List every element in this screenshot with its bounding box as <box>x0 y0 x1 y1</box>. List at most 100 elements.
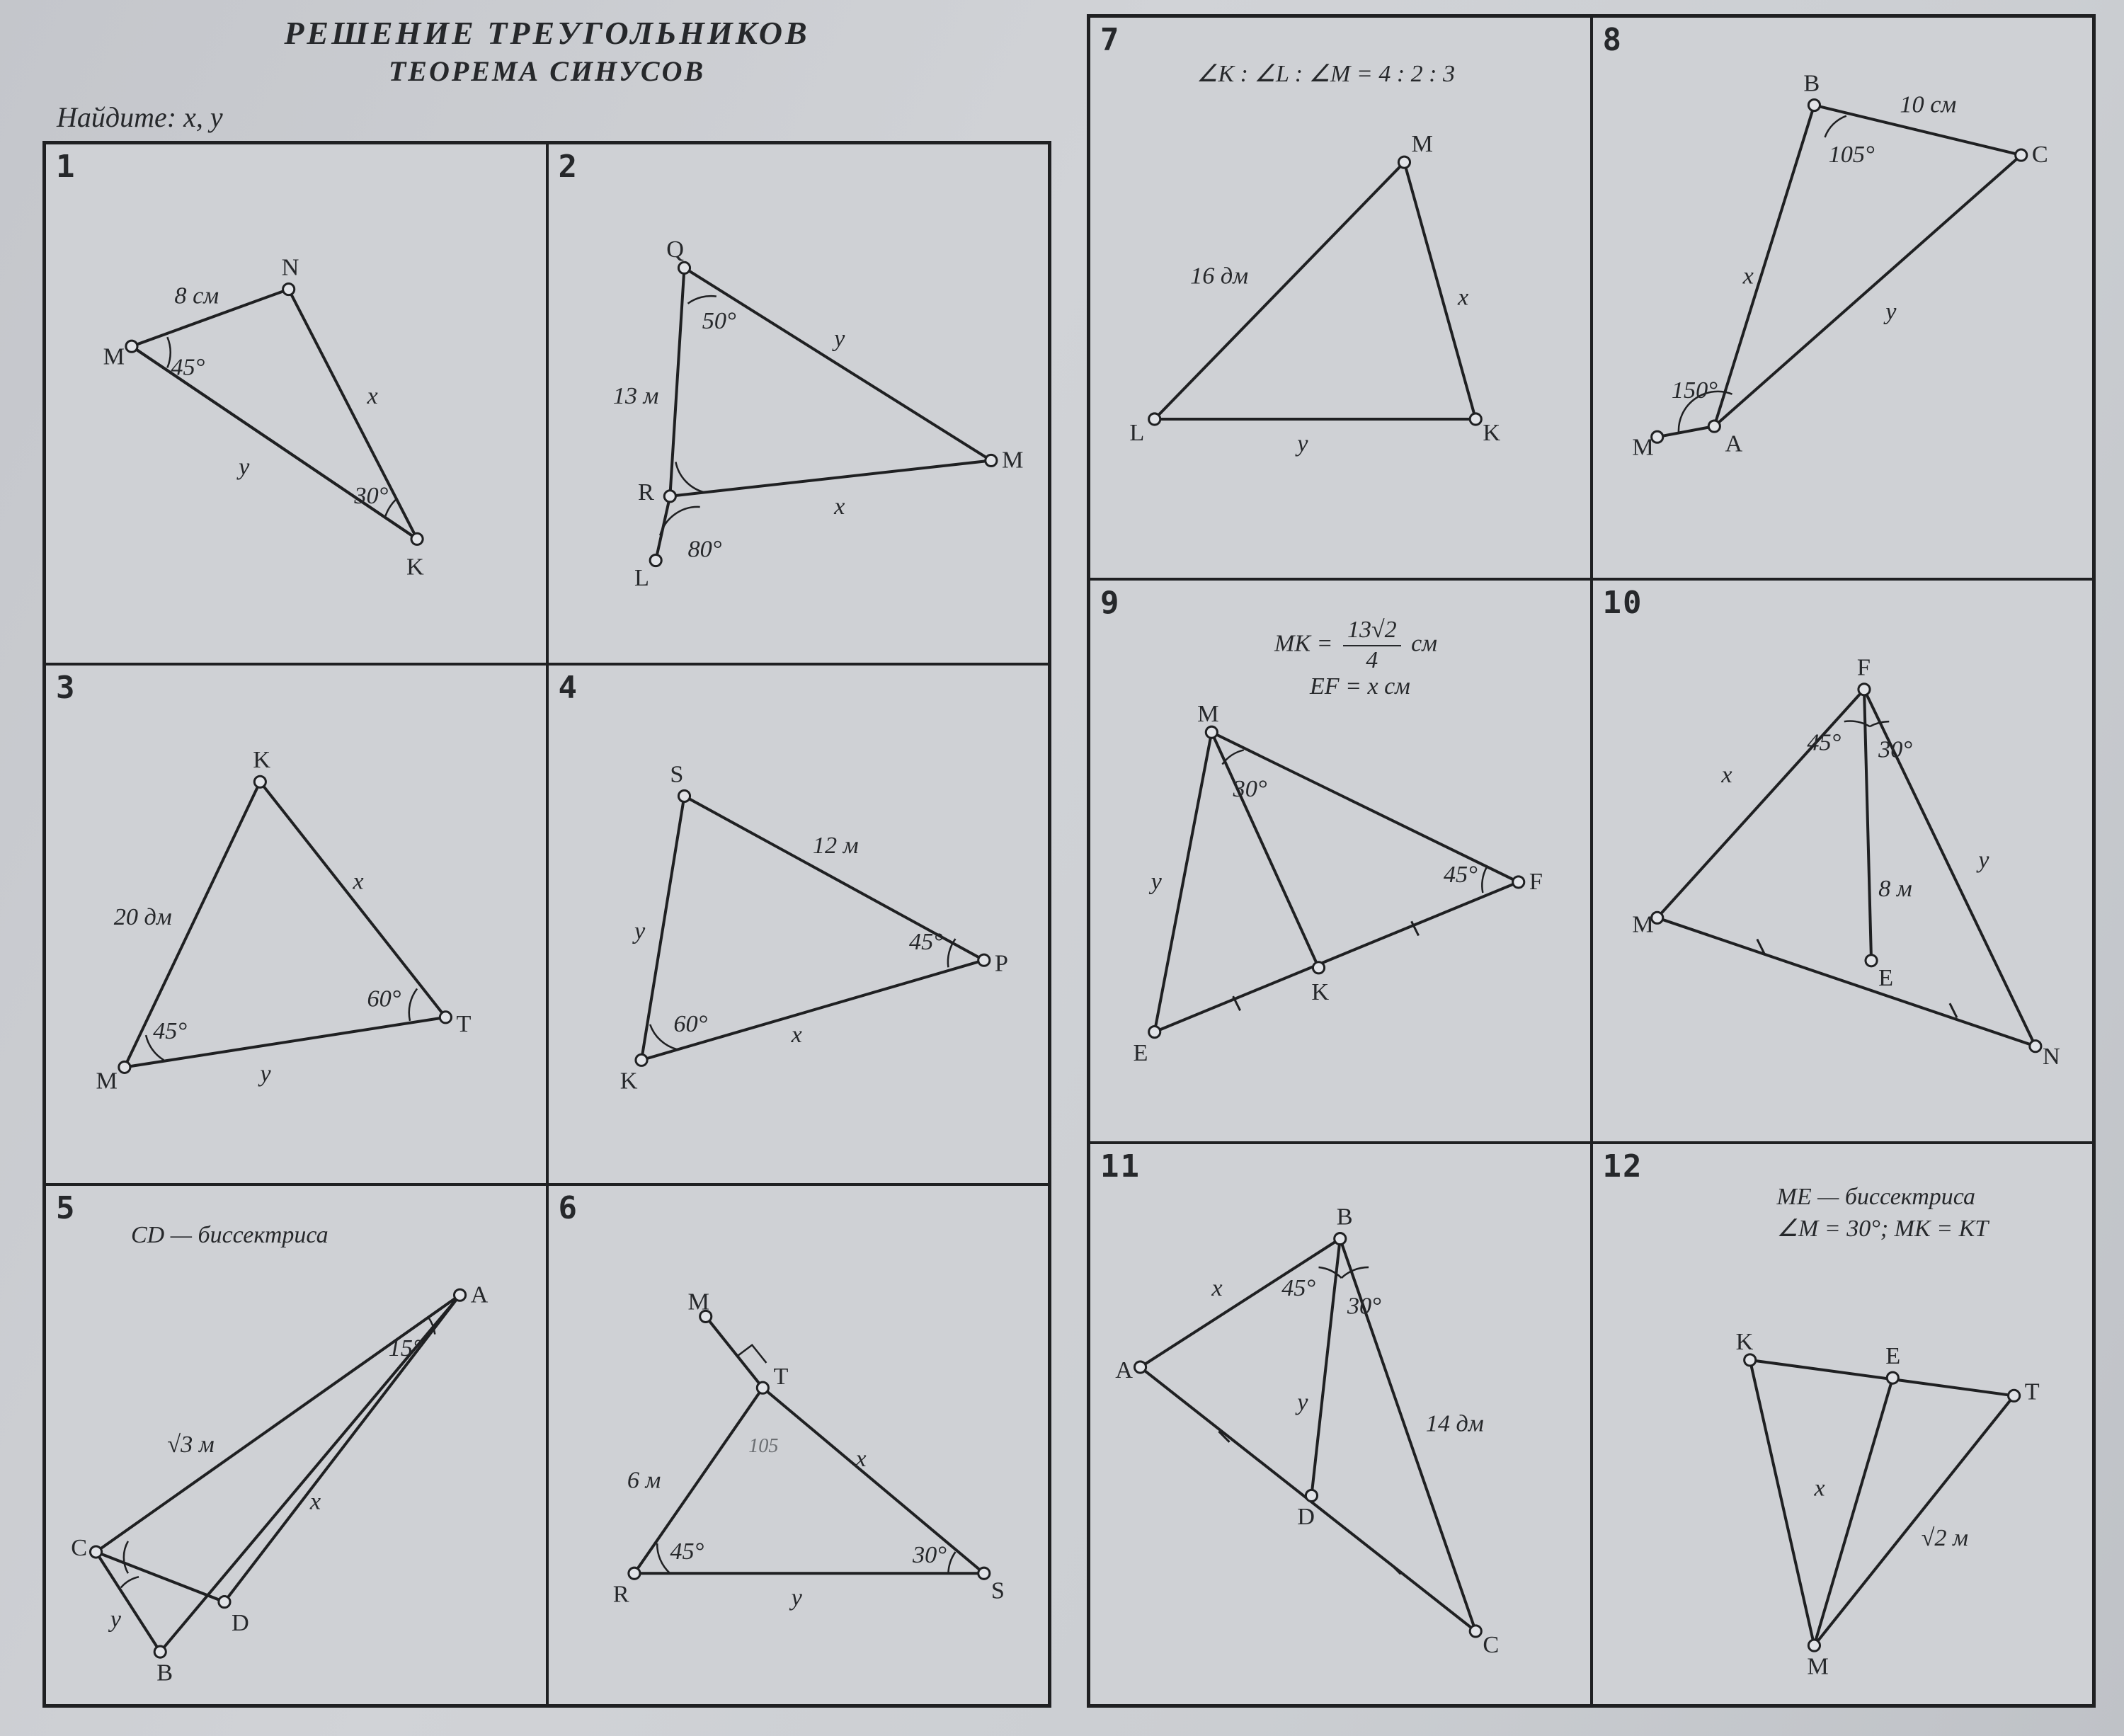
angle-K: 60° <box>673 1010 707 1037</box>
angle-P: 45° <box>908 928 942 955</box>
figure-3: K M T 20 дм 45° 60° x y <box>46 666 546 1184</box>
vertex-A: A <box>1725 430 1742 457</box>
vertex-T: T <box>457 1010 472 1037</box>
right-grid: 7 ∠K : ∠L : ∠M = 4 : 2 : 3 M L K 16 дм x… <box>1087 14 2096 1708</box>
label-x: x <box>790 1021 801 1048</box>
vertex-M: M <box>1632 911 1653 938</box>
page-subtitle: ТЕОРЕМА СИНУСОВ <box>42 55 1051 88</box>
vertex-M: M <box>103 343 125 370</box>
angle-M: 30° <box>1233 775 1267 802</box>
label-x: x <box>1813 1474 1825 1501</box>
vertex-M: M <box>1001 447 1022 474</box>
angle-K: 30° <box>353 482 388 509</box>
side-CA: √3 м <box>167 1431 214 1458</box>
angle-F: 45° <box>1444 861 1478 888</box>
problem-2: 2 Q R M L 50° 13 м 80° y x <box>547 143 1050 664</box>
problem-5: 5 CD — биссектриса A C B D √3 м 15° <box>45 1184 547 1706</box>
figure-11: B A C D 45° 30° 14 дм x y <box>1090 1144 1590 1704</box>
header-block: РЕШЕНИЕ ТРЕУГОЛЬНИКОВ ТЕОРЕМА СИНУСОВ <box>42 14 1051 95</box>
label-x: x <box>1720 761 1732 788</box>
problem-9: 9 MK = 13√2 4 см EF = x см <box>1089 579 1592 1142</box>
figure-7: M L K 16 дм x y <box>1090 18 1590 578</box>
vertex-K: K <box>620 1067 637 1094</box>
vertex-E: E <box>1878 964 1893 991</box>
vertex-S: S <box>670 760 683 787</box>
side-MT: √2 м <box>1921 1524 1968 1551</box>
vertex-T: T <box>2024 1378 2039 1405</box>
label-x: x <box>855 1445 866 1472</box>
figure-2: Q R M L 50° 13 м 80° y x <box>549 144 1049 663</box>
vertex-E: E <box>1133 1039 1148 1066</box>
label-y: y <box>1976 847 1989 874</box>
vertex-N: N <box>2042 1043 2060 1070</box>
vertex-B: B <box>1337 1203 1353 1230</box>
figure-5: A C B D √3 м 15° x y <box>46 1186 546 1704</box>
angle-L: 80° <box>687 536 721 563</box>
figure-12: K E T M x √2 м <box>1593 1144 2093 1704</box>
vertex-E: E <box>1885 1342 1900 1369</box>
vertex-K: K <box>1735 1327 1753 1354</box>
figure-9: M E F K 30° 45° y <box>1090 581 1590 1141</box>
angle-M: 45° <box>153 1017 187 1044</box>
page-title: РЕШЕНИЕ ТРЕУГОЛЬНИКОВ <box>42 14 1051 52</box>
label-x: x <box>367 382 378 409</box>
vertex-T: T <box>773 1363 788 1390</box>
side-QR: 13 м <box>612 382 658 409</box>
vertex-K: K <box>1311 979 1329 1006</box>
vertex-L: L <box>634 564 649 591</box>
side-MN: 8 см <box>174 282 219 309</box>
vertex-M: M <box>687 1289 709 1315</box>
angle-F2: 30° <box>1878 736 1912 763</box>
vertex-M: M <box>1807 1652 1828 1679</box>
worksheet-page: РЕШЕНИЕ ТРЕУГОЛЬНИКОВ ТЕОРЕМА СИНУСОВ На… <box>0 0 2124 1736</box>
left-grid: 1 M N K 8 см 45° 30° x y <box>42 141 1051 1708</box>
label-y: y <box>832 325 845 352</box>
vertex-L: L <box>1129 419 1144 446</box>
vertex-B: B <box>156 1660 173 1686</box>
vertex-D: D <box>232 1609 249 1636</box>
vertex-N: N <box>282 253 299 280</box>
vertex-A: A <box>471 1281 489 1308</box>
vertex-F: F <box>1856 654 1870 681</box>
vertex-M: M <box>1197 700 1218 727</box>
problem-10: 10 F M N E 45° 30° 8 м x <box>1592 579 2094 1142</box>
label-y: y <box>1295 1388 1308 1415</box>
problem-7: 7 ∠K : ∠L : ∠M = 4 : 2 : 3 M L K 16 дм x… <box>1089 16 1592 579</box>
problem-11: 11 B A C D 45° 30° 14 дм x <box>1089 1143 1592 1706</box>
figure-10: F M N E 45° 30° 8 м x y <box>1593 581 2093 1141</box>
vertex-M: M <box>1632 433 1653 460</box>
problem-1: 1 M N K 8 см 45° 30° x y <box>45 143 547 664</box>
vertex-C: C <box>1483 1631 1499 1658</box>
figure-4: S K P 12 м 60° 45° y x <box>549 666 1049 1184</box>
vertex-M: M <box>1412 130 1433 157</box>
figure-1: M N K 8 см 45° 30° x y <box>46 144 546 663</box>
figure-8: B C A M 10 см 105° 150° x y <box>1593 18 2093 578</box>
side-LM: 16 дм <box>1190 263 1248 290</box>
label-x: x <box>1742 263 1753 290</box>
vertex-R: R <box>637 479 653 506</box>
vertex-C: C <box>71 1534 87 1561</box>
label-y: y <box>258 1060 271 1087</box>
angle-A: 150° <box>1671 377 1717 404</box>
label-x: x <box>1211 1274 1222 1301</box>
label-y: y <box>1295 430 1308 457</box>
vertex-P: P <box>994 949 1007 976</box>
label-y: y <box>236 454 250 481</box>
side-MR: 6 м <box>627 1467 661 1494</box>
label-y: y <box>789 1584 802 1611</box>
right-column: 7 ∠K : ∠L : ∠M = 4 : 2 : 3 M L K 16 дм x… <box>1087 14 2096 1708</box>
angle-T: 60° <box>367 985 401 1012</box>
label-x: x <box>1457 284 1468 311</box>
angle-F1: 45° <box>1807 729 1841 756</box>
angle-A: 15° <box>389 1335 423 1361</box>
vertex-Q: Q <box>666 236 684 263</box>
angle-T-note: 105 <box>748 1435 778 1457</box>
vertex-K: K <box>253 746 270 773</box>
vertex-C: C <box>2031 141 2048 168</box>
vertex-K: K <box>406 554 424 581</box>
figure-6: M T R S 6 м 45° 30° 105 x y <box>549 1186 1049 1704</box>
label-y: y <box>632 918 645 944</box>
side-FE: 8 м <box>1878 875 1912 902</box>
angle-B: 105° <box>1828 141 1874 168</box>
side-SP: 12 м <box>812 832 858 859</box>
